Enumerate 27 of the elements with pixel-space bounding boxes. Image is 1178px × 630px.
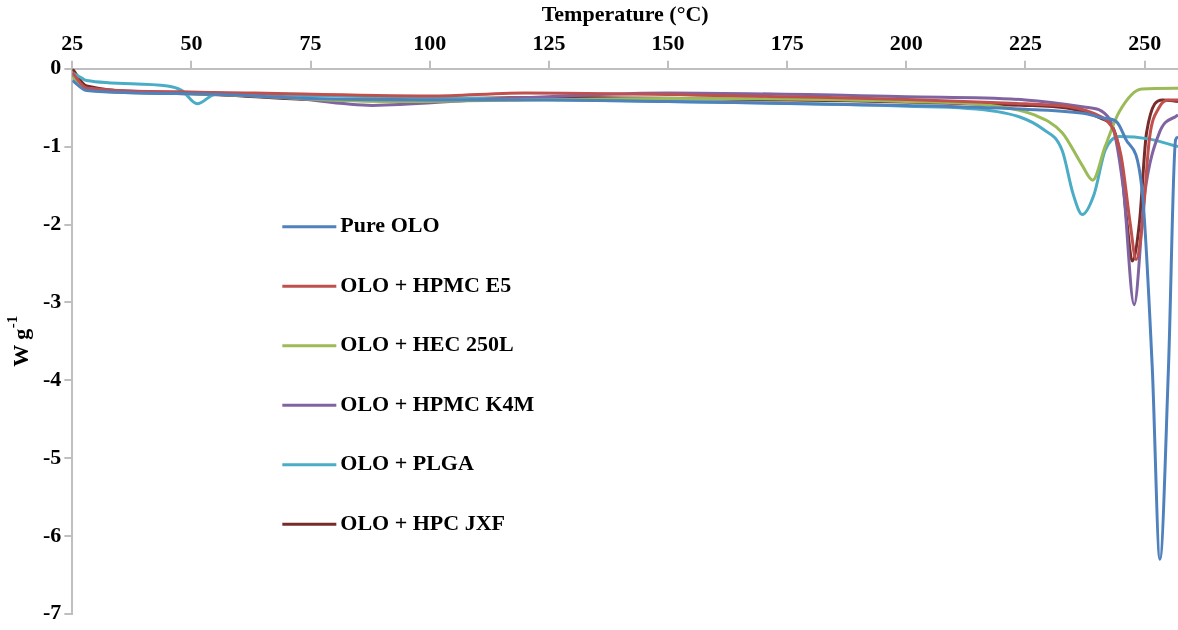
y-tick-label: -7 bbox=[43, 599, 62, 625]
legend-label: OLO + HPC JXF bbox=[340, 509, 506, 535]
x-tick-label: 175 bbox=[770, 30, 804, 56]
x-tick-label: 250 bbox=[1128, 30, 1162, 56]
y-axis-title: W g-1 bbox=[3, 315, 33, 367]
x-tick-label: 100 bbox=[413, 30, 447, 56]
x-tick-label: 75 bbox=[299, 30, 322, 56]
x-tick-label: 25 bbox=[61, 30, 84, 56]
line-series bbox=[72, 78, 1178, 561]
x-tick-label: 200 bbox=[889, 30, 923, 56]
legend-label: OLO + HPMC K4M bbox=[340, 390, 535, 416]
legend-label: Pure OLO bbox=[340, 212, 440, 238]
x-tick-label: 125 bbox=[532, 30, 566, 56]
legend-label: OLO + PLGA bbox=[340, 450, 474, 476]
y-tick-label: 0 bbox=[50, 54, 62, 80]
y-tick-label: -5 bbox=[43, 443, 62, 469]
y-tick-label: -3 bbox=[43, 288, 62, 314]
y-tick-label: -1 bbox=[43, 132, 62, 158]
legend-label: OLO + HPMC E5 bbox=[340, 271, 512, 297]
y-tick-label: -2 bbox=[43, 210, 62, 236]
x-tick-label: 150 bbox=[651, 30, 685, 56]
x-axis-title: Temperature (°C) bbox=[541, 0, 709, 26]
x-tick-label: 225 bbox=[1008, 30, 1042, 56]
y-tick-label: -4 bbox=[43, 365, 62, 391]
x-tick-label: 50 bbox=[180, 30, 203, 56]
legend-label: OLO + HEC 250L bbox=[340, 331, 514, 357]
y-tick-label: -6 bbox=[43, 521, 62, 547]
